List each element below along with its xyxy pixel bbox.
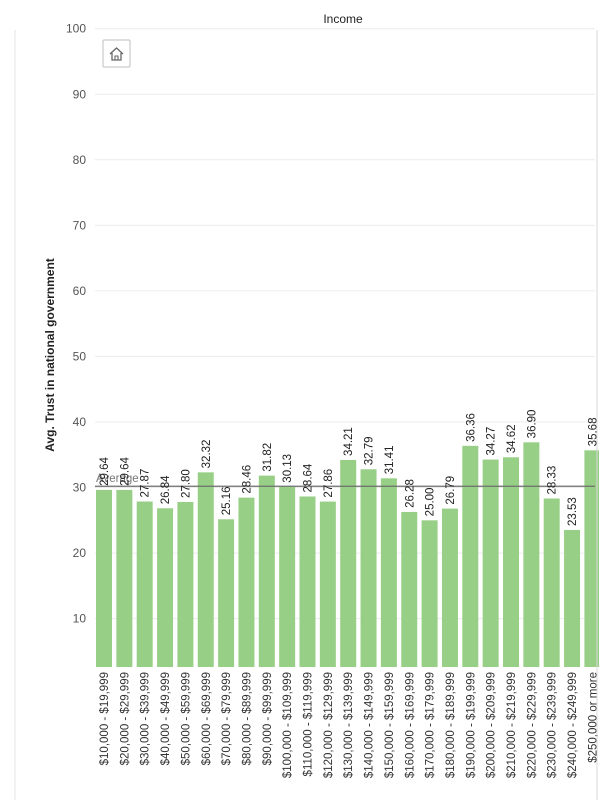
y-tick-label: 40 (73, 415, 87, 429)
bar[interactable] (96, 489, 112, 667)
x-axis-ticks: $10,000 - $19,999 $20,000 - $29,999 $30,00… (99, 672, 599, 778)
bar[interactable] (157, 508, 174, 667)
x-tick-label: $140,000 - $149,999 (364, 672, 376, 778)
bar[interactable] (258, 475, 275, 667)
y-axis-ticks: 10 20 30 40 50 60 70 80 90 100 (66, 22, 86, 626)
bar[interactable] (421, 520, 438, 667)
average-line-label: Average (96, 473, 139, 485)
data-label: 27.80 (180, 469, 192, 498)
x-tick-label: $220,000 - $229,999 (526, 672, 538, 778)
x-tick-label: $70,000 - $79,999 (221, 672, 233, 765)
data-label: 26.84 (160, 475, 172, 504)
bar[interactable] (197, 472, 214, 667)
data-label: 31.82 (262, 443, 274, 472)
x-tick-label: $100,000 - $109,999 (282, 672, 294, 778)
bar[interactable] (482, 459, 499, 667)
y-tick-label: 100 (66, 22, 86, 36)
x-tick-label: $240,000 - $249,999 (567, 672, 579, 778)
data-label: 34.62 (506, 424, 518, 453)
bar[interactable] (218, 519, 235, 667)
x-tick-label: $200,000 - $209,999 (486, 672, 498, 778)
x-tick-label: $50,000 - $59,999 (180, 672, 192, 765)
y-tick-label: 30 (73, 481, 87, 495)
y-tick-label: 50 (73, 349, 87, 363)
data-label: 32.32 (201, 440, 213, 469)
y-tick-label: 20 (73, 546, 87, 560)
data-label: 32.79 (364, 436, 376, 465)
bar[interactable] (564, 529, 581, 667)
data-label: 34.21 (343, 427, 355, 456)
data-label: 27.86 (323, 469, 335, 498)
data-label: 34.27 (486, 427, 498, 456)
home-icon (109, 47, 124, 61)
bar[interactable] (238, 497, 255, 667)
bar[interactable] (177, 501, 194, 667)
y-tick-label: 70 (73, 218, 87, 232)
data-label: 28.64 (303, 463, 315, 492)
x-tick-label: $170,000 - $179,999 (425, 672, 437, 778)
chart-title: Income (323, 12, 363, 26)
reference-line-group: Average (95, 473, 595, 487)
y-tick-label: 60 (73, 284, 87, 298)
bar[interactable] (503, 457, 519, 667)
x-tick-label: $120,000 - $129,999 (323, 672, 335, 778)
bar[interactable] (380, 478, 397, 667)
data-label: 29.64 (99, 457, 111, 486)
bar[interactable] (523, 442, 540, 667)
y-tick-label: 10 (73, 612, 87, 626)
bar[interactable] (462, 445, 479, 667)
data-label: 27.87 (140, 469, 152, 498)
bars (96, 442, 599, 667)
x-tick-label: $250,000 or more (587, 672, 599, 763)
x-tick-label: $150,000 - $159,999 (384, 672, 396, 778)
bar[interactable] (136, 501, 153, 667)
x-tick-label: $10,000 - $19,999 (99, 672, 111, 765)
bar[interactable] (299, 496, 316, 667)
x-tick-label: $190,000 - $199,999 (465, 672, 477, 778)
data-label: 26.79 (445, 476, 457, 505)
data-label: 36.90 (526, 410, 538, 439)
x-tick-label: $30,000 - $39,999 (140, 672, 152, 765)
y-tick-label: 80 (73, 153, 87, 167)
x-tick-label: $160,000 - $169,999 (404, 672, 416, 778)
home-button[interactable] (102, 39, 131, 68)
data-label: 28.33 (547, 466, 559, 495)
data-label: 31.41 (384, 446, 396, 475)
x-tick-label: $130,000 - $139,999 (343, 672, 355, 778)
x-tick-label: $60,000 - $69,999 (201, 672, 213, 765)
y-axis-label: Avg. Trust in national government (43, 258, 57, 452)
x-tick-label: $90,000 - $99,999 (262, 672, 274, 765)
data-label: 25.16 (221, 486, 233, 515)
data-label: 29.64 (119, 457, 131, 486)
bar[interactable] (116, 489, 133, 667)
data-label: 35.68 (587, 418, 599, 447)
bar[interactable] (543, 498, 560, 667)
x-tick-label: $110,000 - $119,999 (303, 672, 315, 776)
data-label: 30.13 (282, 454, 294, 483)
bar[interactable] (584, 450, 599, 667)
x-tick-label: $20,000 - $29,999 (119, 672, 131, 765)
bar[interactable] (340, 459, 357, 667)
data-label: 28.46 (241, 465, 253, 494)
data-label: 25.00 (425, 488, 437, 517)
data-labels: 29.64 29.64 27.87 26.84 27.80 32.32 25.16 28.46… (99, 410, 599, 526)
x-tick-label: $210,000 - $219,999 (506, 672, 518, 778)
bar[interactable] (360, 469, 377, 667)
data-label: 36.36 (465, 413, 477, 442)
bar[interactable] (441, 508, 458, 667)
bar[interactable] (401, 511, 418, 667)
x-tick-label: $180,000 - $189,999 (445, 672, 457, 778)
x-tick-label: $80,000 - $89,999 (241, 672, 253, 765)
x-tick-label: $230,000 - $239,999 (547, 672, 559, 778)
data-label: 26.28 (404, 479, 416, 508)
data-label: 23.53 (567, 497, 579, 526)
bar[interactable] (319, 501, 336, 667)
x-tick-label: $40,000 - $49,999 (160, 672, 172, 765)
y-tick-label: 90 (73, 87, 87, 101)
bar[interactable] (279, 486, 296, 667)
